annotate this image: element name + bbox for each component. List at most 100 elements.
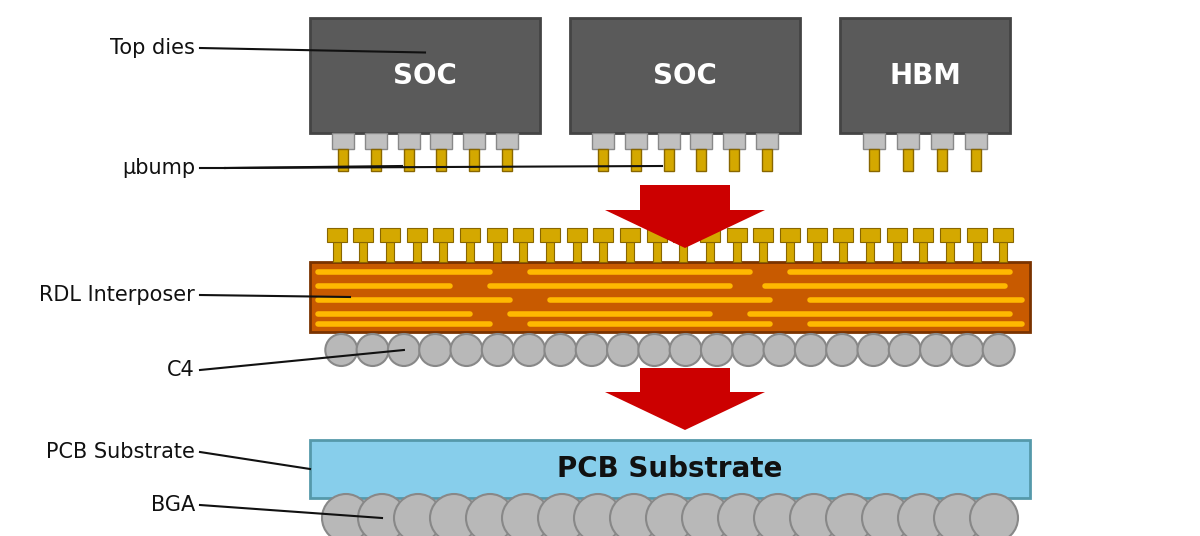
Bar (833, 228, 853, 242)
Circle shape (794, 334, 827, 366)
Circle shape (607, 334, 640, 366)
Bar (869, 149, 878, 171)
Bar (971, 149, 982, 171)
Bar (812, 242, 821, 262)
Bar (839, 242, 847, 262)
Bar (599, 242, 607, 262)
Text: RDL Interposer: RDL Interposer (40, 285, 194, 305)
Circle shape (790, 494, 838, 536)
Circle shape (576, 334, 607, 366)
Bar (965, 133, 986, 149)
Bar (1000, 242, 1007, 262)
Bar (994, 228, 1013, 242)
Circle shape (646, 494, 694, 536)
Bar (326, 228, 347, 242)
Bar (520, 242, 527, 262)
Circle shape (514, 334, 545, 366)
Polygon shape (605, 185, 766, 248)
Circle shape (466, 494, 514, 536)
Circle shape (610, 494, 658, 536)
Circle shape (898, 494, 946, 536)
Circle shape (826, 334, 858, 366)
Bar (593, 228, 613, 242)
Bar (887, 228, 907, 242)
Bar (359, 242, 367, 262)
Bar (365, 133, 386, 149)
Bar (904, 149, 913, 171)
Circle shape (682, 494, 730, 536)
Bar (658, 133, 679, 149)
Bar (946, 242, 954, 262)
Circle shape (763, 334, 796, 366)
Bar (514, 228, 533, 242)
Bar (310, 262, 1030, 332)
Bar (893, 242, 901, 262)
Bar (439, 242, 448, 262)
Circle shape (862, 494, 910, 536)
Circle shape (754, 494, 802, 536)
Bar (397, 133, 420, 149)
Bar (487, 228, 506, 242)
Bar (937, 149, 947, 171)
Circle shape (858, 334, 889, 366)
Bar (700, 228, 720, 242)
Bar (353, 228, 373, 242)
Text: Top dies: Top dies (110, 38, 194, 58)
Bar (653, 242, 661, 262)
Circle shape (358, 494, 406, 536)
Bar (431, 133, 452, 149)
Circle shape (718, 494, 766, 536)
Bar (407, 228, 427, 242)
Bar (931, 133, 953, 149)
Bar (647, 228, 667, 242)
Bar (866, 242, 874, 262)
Bar (371, 149, 380, 171)
Circle shape (356, 334, 389, 366)
Bar (913, 228, 934, 242)
Bar (690, 133, 713, 149)
Bar (967, 228, 986, 242)
Bar (413, 242, 421, 262)
Bar (437, 149, 446, 171)
Bar (310, 18, 540, 133)
Circle shape (934, 494, 982, 536)
Bar (626, 242, 634, 262)
Bar (386, 242, 394, 262)
Circle shape (732, 334, 764, 366)
Bar (780, 228, 800, 242)
Bar (679, 242, 688, 262)
Bar (760, 242, 767, 262)
Bar (696, 149, 707, 171)
Bar (806, 228, 827, 242)
Circle shape (638, 334, 671, 366)
Bar (502, 149, 512, 171)
Bar (433, 228, 454, 242)
Circle shape (538, 494, 586, 536)
Circle shape (983, 334, 1015, 366)
Circle shape (502, 494, 550, 536)
Bar (598, 149, 608, 171)
Bar (940, 228, 960, 242)
Circle shape (952, 334, 983, 366)
Text: PCB Substrate: PCB Substrate (557, 455, 782, 483)
Circle shape (826, 494, 874, 536)
Bar (724, 133, 745, 149)
Bar (332, 242, 341, 262)
Bar (332, 133, 354, 149)
Bar (566, 228, 587, 242)
Circle shape (574, 494, 622, 536)
Bar (730, 149, 739, 171)
Text: μbump: μbump (122, 158, 194, 178)
Bar (592, 133, 614, 149)
Bar (466, 242, 474, 262)
Circle shape (419, 334, 451, 366)
Circle shape (394, 494, 442, 536)
Bar (380, 228, 400, 242)
Text: HBM: HBM (889, 62, 961, 90)
Bar (493, 242, 500, 262)
Bar (463, 133, 485, 149)
Polygon shape (605, 368, 766, 430)
Text: C4: C4 (167, 360, 194, 380)
Bar (460, 228, 480, 242)
Bar (762, 149, 772, 171)
